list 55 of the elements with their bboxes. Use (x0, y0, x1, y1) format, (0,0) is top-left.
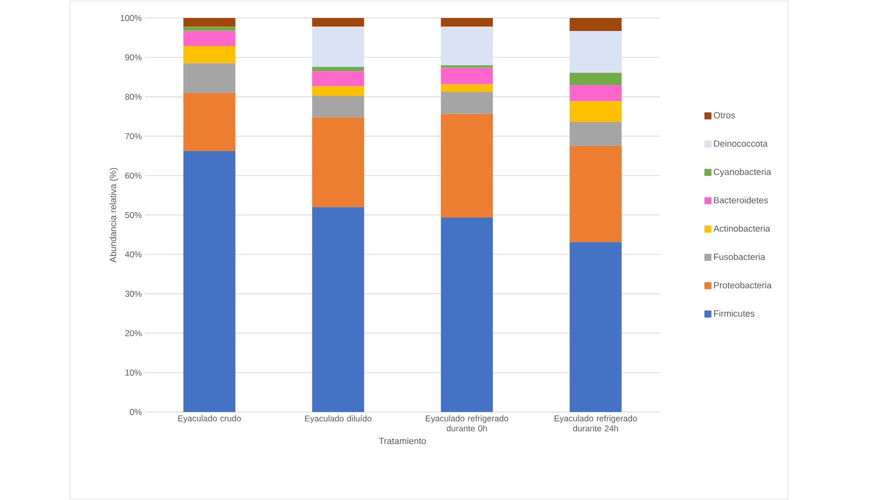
legend-label: Fusobacteria (714, 253, 766, 260)
y-tick-label: 100% (120, 15, 142, 21)
legend-label: Deinococcota (714, 140, 768, 147)
bar (183, 63, 236, 93)
bar (570, 146, 622, 242)
legend-label: Proteobacteria (714, 282, 772, 288)
bar (183, 92, 236, 151)
bar (570, 30, 622, 73)
y-tick-label: 80% (125, 94, 142, 100)
x-tick-label: Eyaculado refrigerado durante 0h (426, 415, 508, 432)
bar (440, 68, 493, 84)
legend-label: Bacteroidetes (714, 196, 768, 204)
y-tick-label: 30% (125, 290, 142, 297)
legend-label: Cyanobacteria (714, 168, 772, 177)
bar (570, 122, 622, 146)
bar (440, 217, 493, 412)
bar (570, 84, 622, 102)
bar (183, 30, 236, 46)
y-tick-label: 10% (126, 370, 142, 376)
bar (312, 86, 364, 96)
bar (440, 26, 493, 66)
y-axis-title: Abundancia relativa (%) (110, 168, 118, 263)
x-tick-label: Eyaculado refrigerado durante 24h (554, 415, 637, 432)
bar (312, 117, 364, 208)
bar (312, 207, 364, 412)
x-axis-title: Tratamiento (378, 438, 426, 444)
y-tick-label: 0% (130, 409, 142, 415)
bar (312, 66, 364, 72)
bar (440, 114, 493, 218)
legend-label: Otros (714, 112, 735, 118)
legend-label: Firmicutes (714, 310, 754, 317)
bar (183, 18, 236, 27)
bar (570, 18, 622, 31)
bar (570, 242, 622, 412)
bar (183, 150, 236, 412)
bar (312, 26, 364, 67)
y-tick-label: 70% (125, 133, 142, 140)
y-tick-label: 20% (125, 330, 142, 336)
bar (183, 26, 236, 31)
bar (312, 71, 364, 86)
bar (312, 96, 364, 118)
bar (570, 72, 622, 85)
x-tick-label: Eyaculado crudo (178, 415, 241, 424)
y-tick-label: 60% (125, 172, 142, 179)
y-tick-label: 50% (125, 212, 142, 218)
y-tick-label: 90% (125, 54, 142, 60)
bar (440, 18, 493, 27)
legend-label: Actinobacteria (713, 225, 770, 232)
y-tick-label: 40% (125, 251, 142, 258)
bar (440, 84, 493, 92)
bar (183, 46, 236, 64)
bar (312, 18, 364, 27)
x-tick-label: Eyaculado diluído (305, 415, 372, 424)
bar (570, 101, 622, 122)
bar (440, 92, 493, 114)
